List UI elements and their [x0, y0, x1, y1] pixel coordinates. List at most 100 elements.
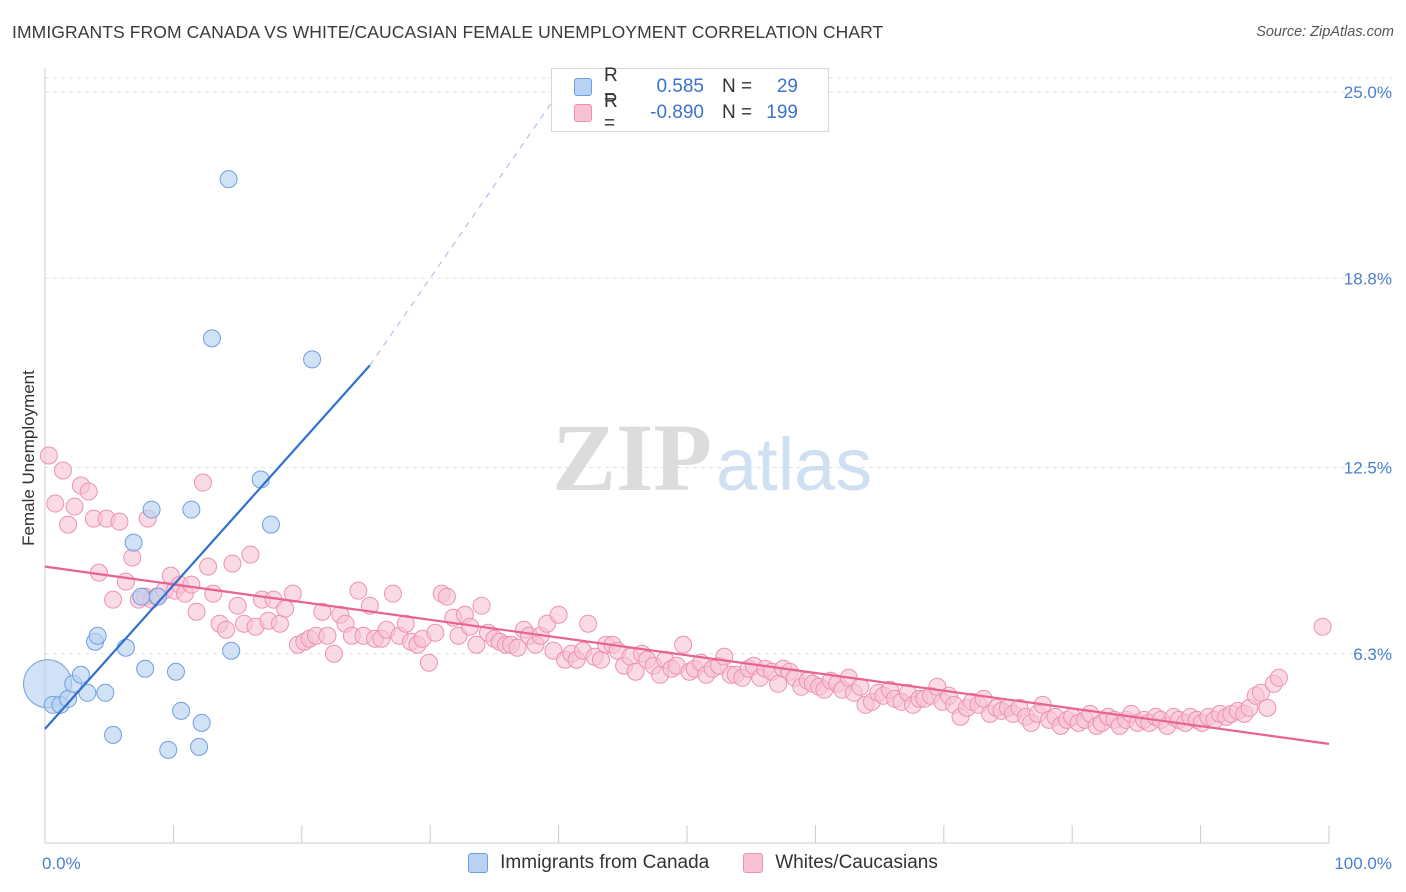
point-canada [261, 515, 280, 534]
point-whites [187, 602, 206, 621]
point-canada [124, 533, 143, 552]
point-canada [192, 713, 211, 732]
point-whites [39, 446, 58, 465]
legend-r-value: -0.890 [650, 102, 704, 123]
legend-row-canada: R = 0.585 N = 29 [574, 65, 798, 108]
point-whites [324, 644, 343, 663]
point-whites [1313, 617, 1332, 636]
legend-r-value: 0.585 [656, 76, 704, 97]
trend-line-whites [44, 565, 1330, 745]
point-whites [1269, 668, 1288, 687]
point-canada [59, 689, 78, 708]
watermark: ZIP atlas [552, 404, 872, 511]
legend-label-canada: Immigrants from Canada [500, 852, 710, 873]
series-legend: Immigrants from Canada Whites/Caucasians [0, 852, 1406, 874]
point-canada [159, 740, 178, 759]
point-whites [419, 653, 438, 672]
legend-n-value: 199 [766, 102, 798, 123]
point-canada [136, 659, 155, 678]
point-whites [426, 623, 445, 642]
point-whites [241, 545, 260, 564]
legend-swatch-pink [743, 853, 764, 873]
point-whites [508, 638, 527, 657]
point-whites [283, 584, 302, 603]
point-canada [88, 626, 107, 645]
point-canada [78, 683, 97, 702]
point-whites [1251, 683, 1270, 702]
point-canada [142, 500, 161, 519]
series-whites-points [39, 446, 1332, 735]
point-whites [193, 473, 212, 492]
point-whites [65, 497, 84, 516]
point-whites [53, 461, 72, 480]
legend-label-whites: Whites/Caucasians [775, 852, 938, 873]
point-whites [199, 557, 218, 576]
point-whites [46, 494, 65, 513]
y-tick-label: 25.0% [1344, 83, 1392, 102]
legend-r-label: R = [604, 91, 618, 134]
gridlines [45, 77, 1392, 655]
point-whites [349, 581, 368, 600]
legend-swatch-pink [574, 104, 592, 122]
y-tick-label: 6.3% [1353, 645, 1392, 664]
point-canada [202, 329, 221, 348]
legend-swatch-blue [468, 853, 489, 873]
point-whites [270, 614, 289, 633]
legend-item-canada: Immigrants from Canada [468, 852, 709, 874]
point-canada [166, 662, 185, 681]
point-canada [172, 701, 191, 720]
point-whites [396, 614, 415, 633]
source-label: Source: ZipAtlas.com [1256, 24, 1394, 40]
point-whites [437, 587, 456, 606]
point-canada [222, 641, 241, 660]
point-canada [148, 587, 167, 606]
point-whites [79, 482, 98, 501]
point-whites [182, 575, 201, 594]
point-whites [549, 605, 568, 624]
point-whites [110, 512, 129, 531]
y-tick-label: 18.8% [1344, 269, 1392, 288]
series-canada-points [23, 170, 322, 759]
trend-line-canada-extension [369, 73, 572, 366]
point-whites [383, 584, 402, 603]
point-canada [303, 350, 322, 369]
chart-title: IMMIGRANTS FROM CANADA VS WHITE/CAUCASIA… [12, 22, 884, 42]
point-canada [116, 638, 135, 657]
point-whites [59, 515, 78, 534]
x-tick-label-min: 0.0% [42, 854, 81, 873]
legend-n-label: N = [722, 102, 753, 123]
legend-swatch-blue [574, 78, 592, 96]
tick-labels: 6.3% 12.5% 18.8% 25.0% 0.0% 100.0% [42, 83, 1392, 873]
point-whites [223, 554, 242, 573]
point-whites [217, 620, 236, 639]
point-whites [313, 602, 332, 621]
point-whites [276, 599, 295, 618]
point-whites [104, 590, 123, 609]
legend-row-whites: R = -0.890 N = 199 [574, 91, 798, 134]
trend-line-canada [44, 364, 371, 730]
point-whites [228, 596, 247, 615]
watermark-atlas: atlas [716, 423, 872, 506]
point-whites [123, 548, 142, 567]
point-whites [472, 596, 491, 615]
point-whites [715, 647, 734, 666]
point-whites [204, 584, 223, 603]
point-whites [1258, 698, 1277, 717]
point-whites [467, 635, 486, 654]
point-canada [71, 665, 90, 684]
point-canada [182, 500, 201, 519]
legend-item-whites: Whites/Caucasians [743, 852, 938, 874]
y-axis-title: Female Unemployment [19, 370, 38, 546]
trend-lines [44, 73, 1330, 745]
y-tick-label: 12.5% [1344, 459, 1392, 478]
point-canada [132, 587, 151, 606]
point-whites [116, 572, 135, 591]
legend-n-value: 29 [776, 76, 798, 97]
point-canada [96, 683, 115, 702]
point-canada [104, 725, 123, 744]
watermark-zip: ZIP [552, 404, 712, 511]
point-whites [626, 662, 645, 681]
x-tick-label-max: 100.0% [1334, 854, 1392, 873]
point-whites [318, 626, 337, 645]
